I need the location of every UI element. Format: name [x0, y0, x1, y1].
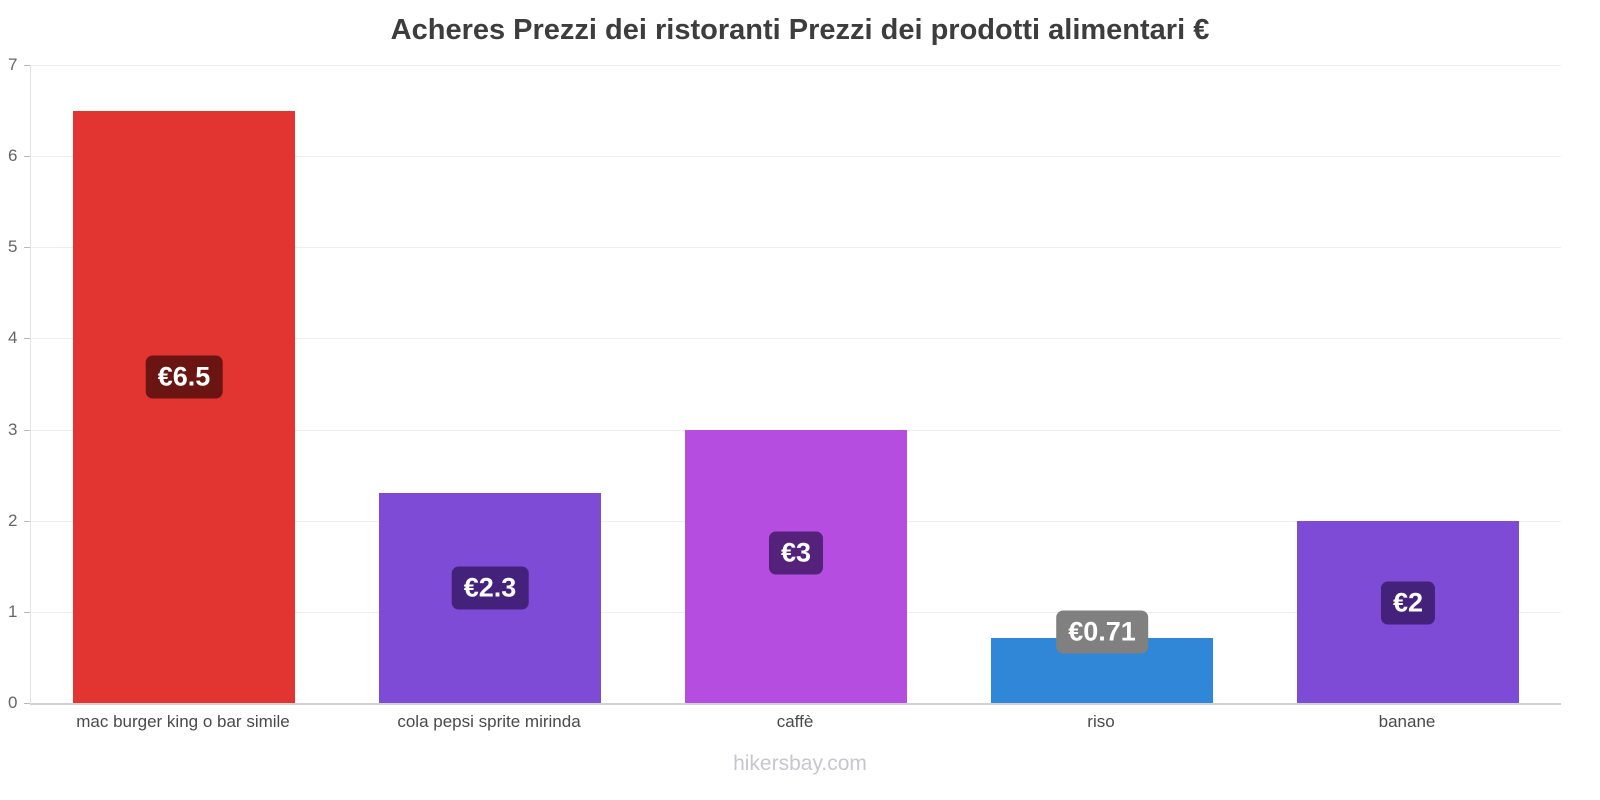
y-tick-label: 5 — [8, 237, 18, 257]
x-category-label-4: banane — [1378, 712, 1436, 731]
x-category-label-0: mac burger king o bar simile — [76, 712, 290, 731]
y-tick-mark — [24, 611, 34, 613]
y-tick-mark — [24, 156, 34, 158]
y-tick-label: 1 — [8, 601, 18, 621]
y-axis: 0 1 2 3 4 5 6 7 — [0, 55, 34, 712]
y-tick-mark — [24, 703, 34, 704]
y-tick-label: 2 — [8, 510, 18, 530]
x-category-label-3: riso — [1087, 712, 1115, 731]
value-badge-0: €6.5 — [145, 355, 223, 399]
bar-0 — [73, 110, 295, 703]
x-axis: mac burger king o bar simile cola pepsi s… — [30, 712, 1560, 740]
watermark-link[interactable]: hikersbay.com — [733, 752, 867, 775]
y-tick-label: 4 — [8, 328, 18, 348]
value-badge-1: €2.3 — [451, 566, 529, 610]
y-tick-label: 6 — [8, 146, 18, 166]
value-badge-4: €2 — [1380, 581, 1436, 625]
y-tick-label: 3 — [8, 419, 18, 439]
y-tick-mark — [24, 429, 34, 431]
y-tick-label: 0 — [8, 693, 18, 712]
chart-title: Acheres Prezzi dei ristoranti Prezzi dei… — [390, 14, 1210, 46]
gridline — [31, 156, 1561, 158]
plot-area: €6.5 €2.3 €3 €0.71 €2 — [30, 65, 1561, 705]
value-badge-3: €0.71 — [1056, 610, 1148, 654]
gridline — [31, 338, 1561, 340]
y-tick-mark — [24, 520, 34, 522]
y-tick-mark — [24, 338, 34, 340]
y-tick-mark — [24, 247, 34, 249]
x-category-label-1: cola pepsi sprite mirinda — [397, 712, 581, 731]
gridline — [31, 247, 1561, 249]
x-category-label-2: caffè — [776, 712, 814, 731]
gridline — [31, 65, 1561, 66]
y-tick-label: 7 — [8, 55, 18, 74]
value-badge-2: €3 — [768, 531, 824, 575]
y-tick-mark — [24, 65, 34, 66]
